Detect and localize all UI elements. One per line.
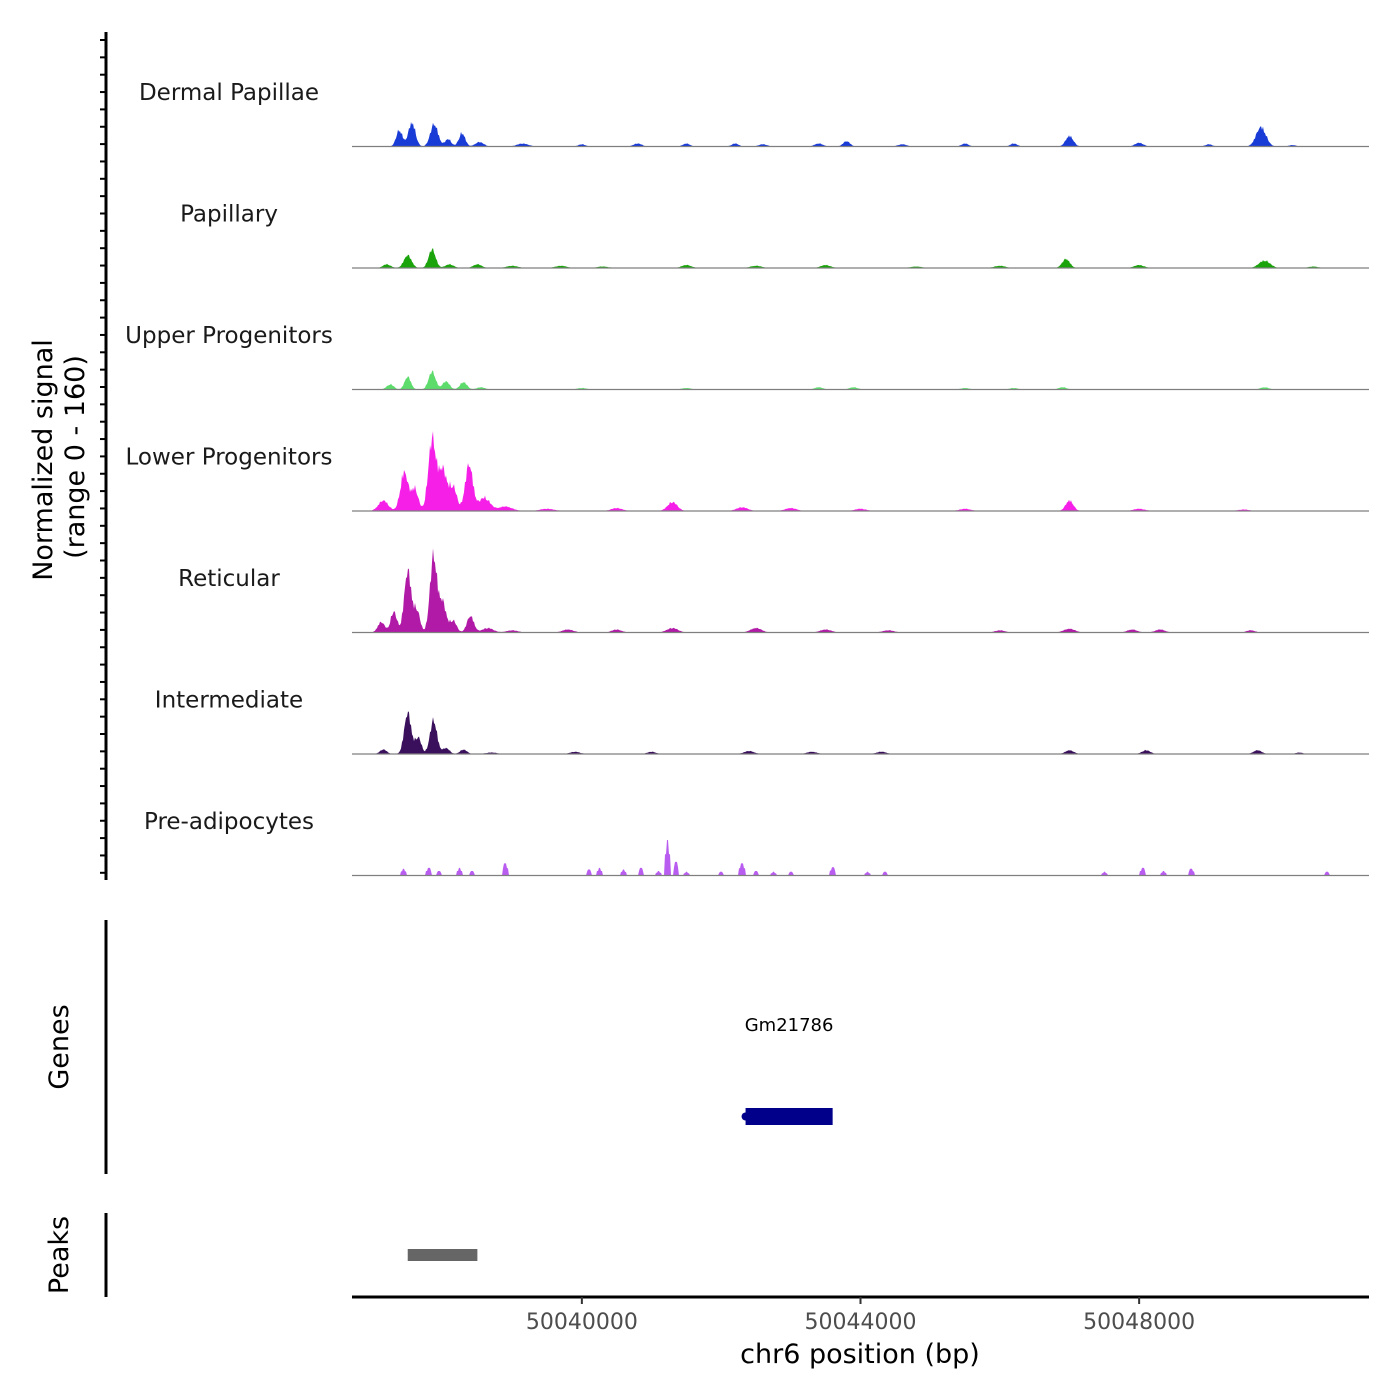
track-label: Lower Progenitors (126, 445, 333, 471)
track-papillary: Papillary (180, 202, 1369, 269)
track-label: Dermal Papillae (139, 80, 319, 106)
y-axis-label-line1: Normalized signal (28, 339, 59, 581)
gene-strand-marker (741, 1112, 750, 1121)
track-signal-area (395, 840, 1336, 876)
gene-annotations: Gm21786 (741, 1015, 834, 1125)
track-label: Intermediate (155, 688, 303, 714)
y-axis-label-line2: (range 0 - 160) (60, 355, 91, 559)
x-tick-label: 50040000 (526, 1310, 638, 1335)
gene-body (745, 1108, 833, 1125)
track-signal-area (368, 431, 1261, 511)
track-dermal-papillae: Dermal Papillae (139, 80, 1369, 148)
peak-regions (407, 1249, 478, 1261)
track-label: Papillary (180, 202, 278, 228)
track-reticular: Reticular (178, 548, 1369, 634)
peak-region (407, 1249, 478, 1261)
track-intermediate: Intermediate (155, 688, 1369, 755)
gene-label: Gm21786 (745, 1015, 834, 1036)
track-signal-area (389, 122, 1303, 147)
coverage-tracks: Dermal Papillae Papillary Upper Progenitor… (125, 80, 1369, 877)
genes-panel-label: Genes (44, 1004, 75, 1089)
track-label: Pre-adipocytes (144, 809, 314, 835)
track-pre-adipocytes: Pre-adipocytes (144, 809, 1369, 877)
x-axis-label: chr6 position (bp) (740, 1339, 980, 1370)
track-label: Reticular (178, 566, 280, 592)
track-lower-progenitors: Lower Progenitors (126, 431, 1369, 512)
track-signal-area (370, 548, 1264, 633)
track-signal-area (372, 711, 1310, 754)
track-upper-progenitors: Upper Progenitors (125, 323, 1369, 391)
peaks-panel-label: Peaks (44, 1216, 75, 1294)
track-label: Upper Progenitors (125, 323, 333, 349)
x-axis-ticks: 50040000 50044000 50048000 (526, 1297, 1195, 1335)
track-signal-area (375, 248, 1328, 268)
x-tick-label: 50048000 (1083, 1310, 1195, 1335)
x-tick-label: 50044000 (805, 1310, 917, 1335)
track-signal-area (379, 370, 1278, 390)
